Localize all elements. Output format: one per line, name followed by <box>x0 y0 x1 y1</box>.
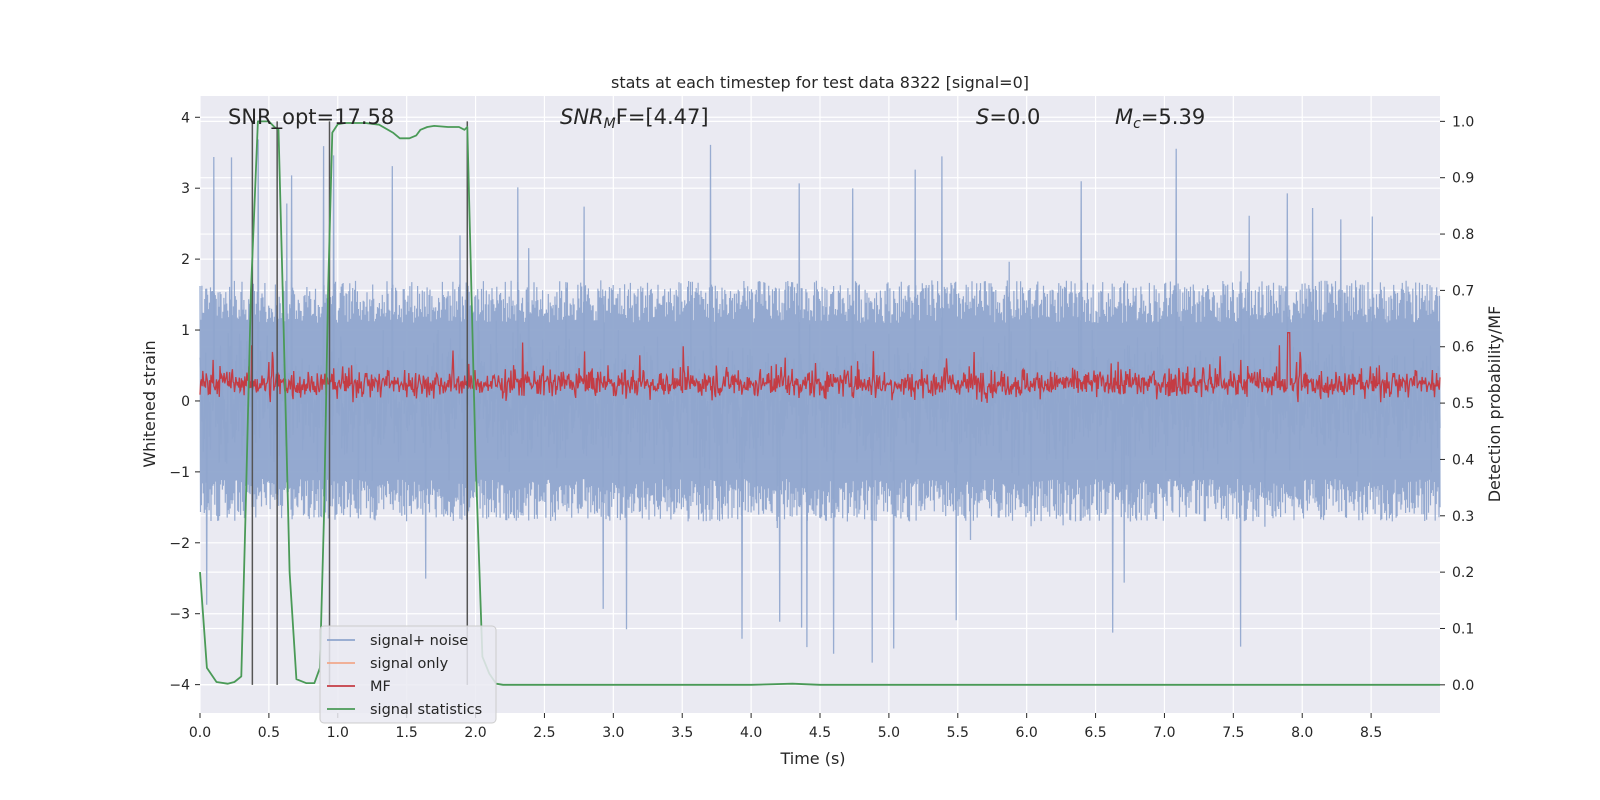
y-tick-label-right-10: 0.0 <box>1452 678 1474 694</box>
annotation-s-label: S <box>976 105 989 129</box>
legend-label-signal-noise: signal+ noise <box>370 633 468 649</box>
y-axis-label-right: Detection probability/MF <box>1485 306 1504 503</box>
y-tick-labels-right: 1.0 0.9 0.8 0.7 0.6 0.5 0.4 0.3 0.2 0.1 0.0 <box>1440 114 1474 694</box>
y-tick-label-left-2: 2 <box>181 252 190 268</box>
x-tick-label-7: 3.5 <box>671 725 693 741</box>
annotation-mc: Mc=5.39 <box>1115 105 1205 132</box>
mf-series <box>199 332 1441 403</box>
x-tick-label-4: 2.0 <box>464 725 486 741</box>
y-tick-label-left-1: 3 <box>181 181 190 197</box>
y-tick-label-right-1: 0.9 <box>1452 171 1474 187</box>
x-tick-label-3: 1.5 <box>396 725 418 741</box>
x-tick-label-5: 2.5 <box>533 725 555 741</box>
annotation-snr-mf-value: F=[4.47] <box>616 105 709 129</box>
x-tick-label-17: 8.5 <box>1360 725 1382 741</box>
x-tick-label-12: 6.0 <box>1016 725 1038 741</box>
x-tick-label-16: 8.0 <box>1291 725 1313 741</box>
y-tick-label-right-9: 0.1 <box>1452 621 1474 637</box>
x-axis-label: Time (s) <box>779 749 845 768</box>
annotation-snr-opt: SNR_opt=17.58 <box>228 105 394 130</box>
annotation-s-value: =0.0 <box>989 105 1040 129</box>
x-tick-label-2: 1.0 <box>327 725 349 741</box>
y-tick-label-left-6: −2 <box>169 536 190 552</box>
signal-statistics-line <box>199 120 1440 686</box>
annotation-snr-mf: SNRMF=[4.47] <box>560 105 709 132</box>
y-tick-label-right-2: 0.8 <box>1452 227 1474 243</box>
y-tick-label-left-4: 0 <box>181 394 190 410</box>
y-axis-label-left: Whitened strain <box>140 340 159 467</box>
annotation-snr-mf-sub: M <box>604 116 616 132</box>
y-tick-label-right-5: 0.5 <box>1452 396 1474 412</box>
y-tick-label-right-3: 0.7 <box>1452 283 1474 299</box>
y-tick-label-left-0: 4 <box>181 110 190 126</box>
y-tick-label-left-8: −4 <box>169 678 190 694</box>
x-tick-label-9: 4.5 <box>809 725 831 741</box>
annotation-mc-sub: c <box>1133 116 1141 132</box>
legend-label-signal-statistics: signal statistics <box>370 702 482 718</box>
x-tick-label-13: 6.5 <box>1084 725 1106 741</box>
x-tick-labels: 0.0 0.5 1.0 1.5 2.0 2.5 3.0 3.5 4.0 4.5 5.0 5.5 6.0 6… <box>189 713 1382 741</box>
x-tick-label-11: 5.5 <box>947 725 969 741</box>
annotation-s: S=0.0 <box>976 105 1040 129</box>
annotation-mc-value: =5.39 <box>1141 105 1205 129</box>
legend: signal+ noise signal only MF signal stat… <box>319 625 497 724</box>
y-tick-label-right-4: 0.6 <box>1452 340 1474 356</box>
legend-label-signal-only: signal only <box>370 656 449 672</box>
x-tick-label-1: 0.5 <box>258 725 280 741</box>
plot-area <box>199 96 1441 713</box>
x-tick-label-6: 3.0 <box>602 725 624 741</box>
chart-title: stats at each timestep for test data 832… <box>611 73 1029 92</box>
y-tick-label-right-6: 0.4 <box>1452 452 1474 468</box>
y-tick-label-right-7: 0.3 <box>1452 509 1474 525</box>
x-tick-label-14: 7.0 <box>1153 725 1175 741</box>
y-tick-labels-left: 4 3 2 1 0 −1 −2 −3 −4 <box>169 110 200 694</box>
y-tick-label-left-7: −3 <box>169 607 190 623</box>
y-tick-label-right-8: 0.2 <box>1452 565 1474 581</box>
annotation-snr-mf-label: SNR <box>560 105 604 129</box>
legend-label-mf: MF <box>370 679 391 695</box>
signal-noise-core <box>199 280 1441 522</box>
y-tick-label-left-3: 1 <box>181 323 190 339</box>
mf-line <box>199 332 1441 403</box>
x-tick-label-8: 4.0 <box>740 725 762 741</box>
x-tick-label-15: 7.5 <box>1222 725 1244 741</box>
x-tick-label-10: 5.0 <box>878 725 900 741</box>
signal-statistics-series <box>199 120 1440 686</box>
y-tick-label-left-5: −1 <box>169 465 190 481</box>
legend-box <box>319 625 497 724</box>
annotation-mc-label: M <box>1115 105 1133 129</box>
x-tick-label-0: 0.0 <box>189 725 211 741</box>
y-tick-label-right-0: 1.0 <box>1452 114 1474 130</box>
